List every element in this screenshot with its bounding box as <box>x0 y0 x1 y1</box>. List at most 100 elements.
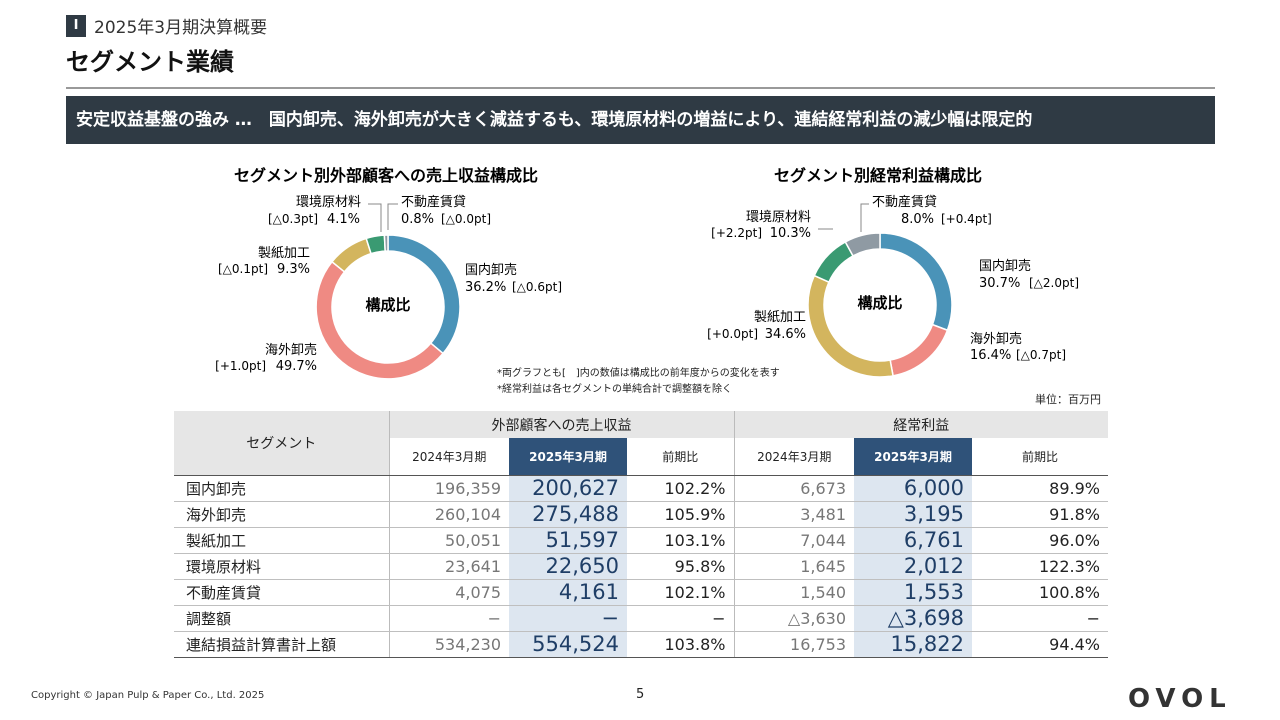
cell-s-ratio: 105.9% <box>627 501 734 528</box>
label-profit-paper-name: 製紙加工 <box>754 310 806 325</box>
cell-s-cur: 51,597 <box>509 527 627 554</box>
logo-text: OVOL <box>1128 684 1232 712</box>
cell-s-ratio: 102.1% <box>627 579 734 606</box>
label-sales-realestate-change: [△0.0pt] <box>441 212 491 226</box>
section-tag: Ⅰ 2025年3月期決算概要 <box>66 13 267 38</box>
table-row: 不動産賃貸 4,075 4,161 102.1% 1,540 1,553 100.8% <box>174 579 1108 606</box>
label-profit-overseas-change: [△0.7pt] <box>1016 348 1066 362</box>
header-profit-prev: 2024年3月期 <box>733 438 854 476</box>
cell-s-prev: 23,641 <box>388 553 509 580</box>
cell-s-cur: − <box>509 605 627 632</box>
donut-slice-env <box>813 240 855 284</box>
header-sales-prev: 2024年3月期 <box>388 438 509 476</box>
chart-title-sales: セグメント別外部顧客への売上収益構成比 <box>234 166 538 185</box>
cell-p-prev: 1,540 <box>733 579 854 606</box>
cell-p-cur: 6,761 <box>854 527 972 554</box>
cell-p-cur: 1,553 <box>854 579 972 606</box>
cell-name: 不動産賃貸 <box>174 579 389 606</box>
title-rule <box>66 87 1215 89</box>
donut-slice-overseas <box>889 323 949 377</box>
cell-s-prev: 4,075 <box>388 579 509 606</box>
cell-name: 環境原材料 <box>174 553 389 580</box>
label-profit-realestate-name: 不動産賃貸 <box>872 194 937 210</box>
cell-p-ratio: 89.9% <box>972 475 1108 502</box>
cell-s-cur: 275,488 <box>509 501 627 528</box>
label-profit-domestic-name: 国内卸売 <box>979 258 1031 274</box>
label-sales-overseas-change: [+1.0pt] <box>215 359 266 373</box>
cell-s-ratio: 102.2% <box>627 475 734 502</box>
cell-p-ratio: 94.4% <box>972 631 1108 658</box>
table-row: 環境原材料 23,641 22,650 95.8% 1,645 2,012 122.3% <box>174 553 1108 580</box>
label-profit-realestate-value: 8.0% <box>901 212 934 227</box>
cell-s-cur: 4,161 <box>509 579 627 606</box>
cell-s-cur: 200,627 <box>509 475 627 502</box>
label-sales-domestic-value: 36.2% <box>465 280 506 295</box>
cell-p-ratio: 91.8% <box>972 501 1108 528</box>
leader-line-profit-realestate <box>860 203 869 232</box>
label-profit-realestate-change: [+0.4pt] <box>941 212 992 226</box>
label-sales-paper-name: 製紙加工 <box>258 246 310 261</box>
donut-slice-paper <box>807 274 894 378</box>
cell-s-ratio: 103.8% <box>627 631 734 658</box>
label-profit-env-name: 環境原材料 <box>746 210 811 225</box>
label-profit-overseas-name: 海外卸売 <box>970 331 1022 347</box>
cell-name: 海外卸売 <box>174 501 389 528</box>
cell-p-cur: 2,012 <box>854 553 972 580</box>
cell-s-prev: 260,104 <box>388 501 509 528</box>
unit-label: 単位：百万円 <box>1035 393 1101 406</box>
label-sales-env-change: [△0.3pt] <box>268 212 318 226</box>
header-profit-ratio: 前期比 <box>972 438 1108 476</box>
header-segment: セグメント <box>174 411 389 476</box>
cell-s-prev: − <box>388 605 509 632</box>
cell-p-prev: 16,753 <box>733 631 854 658</box>
donut-slice-realestate <box>844 232 881 257</box>
chart-title-profit: セグメント別経常利益構成比 <box>774 166 982 185</box>
ovol-logo: OVOL <box>1128 684 1232 712</box>
segment-table: セグメント 外部顧客への売上収益 経常利益 2024年3月期 2025年3月期 … <box>174 411 1108 658</box>
table-row: 連結損益計算書計上額 534,230 554,524 103.8% 16,753 15,8… <box>174 631 1108 658</box>
table-row: 製紙加工 50,051 51,597 103.1% 7,044 6,761 96.0% <box>174 527 1108 554</box>
cell-s-ratio: − <box>627 605 734 632</box>
cell-s-cur: 22,650 <box>509 553 627 580</box>
cell-s-prev: 534,230 <box>388 631 509 658</box>
cell-p-prev: 1,645 <box>733 553 854 580</box>
cell-name: 連結損益計算書計上額 <box>174 631 389 658</box>
header-group-sales: 外部顧客への売上収益 <box>388 411 734 438</box>
cell-p-ratio: 96.0% <box>972 527 1108 554</box>
label-sales-paper-change: [△0.1pt] <box>218 262 268 276</box>
section-number: Ⅰ <box>66 14 86 37</box>
section-title: 2025年3月期決算概要 <box>94 18 268 38</box>
note-profit: *経常利益は各セグメントの単純合計で調整額を除く <box>497 384 732 395</box>
donut-profit <box>807 232 953 378</box>
center-label-sales: 構成比 <box>365 296 410 314</box>
center-label-profit: 構成比 <box>857 294 902 312</box>
cell-p-cur: 15,822 <box>854 631 972 658</box>
cell-p-prev: △3,630 <box>733 605 854 632</box>
cell-s-prev: 50,051 <box>388 527 509 554</box>
cell-p-cur: 6,000 <box>854 475 972 502</box>
cell-name: 製紙加工 <box>174 527 389 554</box>
cell-p-prev: 6,673 <box>733 475 854 502</box>
label-sales-paper-value: 9.3% <box>277 262 310 277</box>
label-profit-domestic-value: 30.7% <box>979 276 1020 291</box>
label-profit-env-change: [+2.2pt] <box>711 226 762 240</box>
summary-banner: 安定収益基盤の強み … 国内卸売、海外卸売が大きく減益するも、環境原材料の増益に… <box>66 96 1215 144</box>
cell-name: 国内卸売 <box>174 475 389 502</box>
cell-name: 調整額 <box>174 605 389 632</box>
header-profit-cur: 2025年3月期 <box>854 438 972 476</box>
page-title: セグメント業績 <box>66 48 234 76</box>
label-sales-env-value: 4.1% <box>327 212 360 227</box>
cell-s-ratio: 95.8% <box>627 553 734 580</box>
label-profit-env-value: 10.3% <box>770 226 811 241</box>
cell-s-prev: 196,359 <box>388 475 509 502</box>
label-profit-paper-change: [+0.0pt] <box>707 327 758 341</box>
table-body: 国内卸売 196,359 200,627 102.2% 6,673 6,000 89.9% 海… <box>174 475 1108 658</box>
note-change: *両グラフとも[ ]内の数値は構成比の前年度からの変化を表す <box>497 368 780 379</box>
page-number: 5 <box>636 687 645 702</box>
donut-slice-domestic <box>387 234 461 355</box>
cell-p-cur: 3,195 <box>854 501 972 528</box>
header-sales-cur: 2025年3月期 <box>509 438 627 476</box>
cell-p-ratio: 100.8% <box>972 579 1108 606</box>
label-sales-overseas-name: 海外卸売 <box>265 342 317 358</box>
copyright: Copyright © Japan Pulp & Paper Co., Ltd.… <box>31 690 265 701</box>
